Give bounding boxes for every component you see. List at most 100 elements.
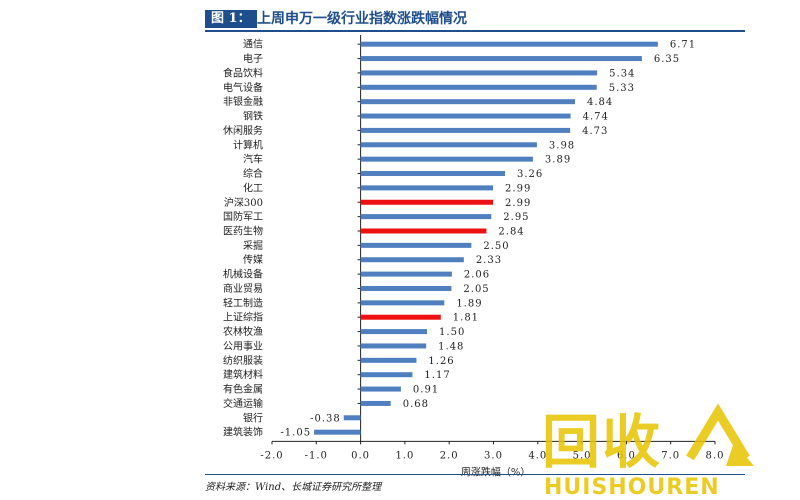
value-label: 4.84 (587, 97, 613, 108)
category-label: 计算机 (233, 138, 263, 151)
bar-4 (360, 99, 576, 105)
source-note: 资料来源：Wind、长城证券研究所整理 (205, 474, 745, 493)
category-label: 建筑材料 (223, 368, 263, 381)
watermark-text: 回收 (542, 408, 662, 476)
x-tick-label: 3.0 (484, 450, 503, 461)
category-label: 纺织服装 (223, 354, 263, 367)
bar-7 (360, 142, 537, 148)
bar-8 (360, 156, 533, 162)
bar-15 (360, 257, 464, 263)
category-label: 交通运输 (223, 397, 263, 410)
bar-5 (360, 113, 571, 119)
category-label: 医药生物 (223, 224, 263, 237)
bar-0 (360, 41, 658, 47)
category-label: 汽车 (243, 153, 263, 166)
value-label: 1.50 (439, 327, 465, 338)
value-label: -1.05 (280, 428, 311, 439)
category-label: 机械设备 (223, 268, 263, 281)
bar-26 (343, 415, 361, 421)
figure-label: 图 1： (205, 10, 257, 28)
category-label: 电子 (243, 52, 263, 65)
category-label: 综合 (243, 167, 263, 180)
category-label: 轻工制造 (223, 296, 263, 309)
category-label: 采掘 (243, 239, 263, 252)
figure-title-bar: 图 1： 上周申万一级行业指数涨跌幅情况 (205, 8, 745, 32)
category-label: 电气设备 (223, 81, 263, 94)
category-label: 化工 (243, 181, 263, 194)
category-label: 休闲服务 (223, 124, 263, 137)
value-label: 2.50 (483, 241, 509, 252)
bar-21 (360, 343, 427, 349)
watermark-subtext: HUISHOUREN (544, 475, 720, 500)
value-label: 1.81 (453, 313, 479, 324)
category-label: 钢铁 (243, 110, 263, 123)
value-label: 4.73 (582, 126, 608, 137)
x-tick-label: 6.0 (617, 450, 636, 461)
value-label: 3.26 (517, 169, 543, 180)
bar-1 (360, 56, 642, 62)
value-label: 5.33 (609, 83, 635, 94)
x-tick-label: 5.0 (573, 450, 592, 461)
category-label: 公用事业 (223, 339, 263, 352)
category-label: 非银金融 (223, 95, 263, 108)
value-label: 0.68 (403, 399, 429, 410)
bar-25 (360, 400, 391, 406)
value-label: 2.84 (498, 226, 524, 237)
watermark-logo: 回收 HUISHOUREN (542, 403, 754, 500)
bar-27 (314, 429, 361, 435)
bar-6 (360, 127, 571, 133)
value-label: 4.74 (583, 112, 609, 123)
bar-14 (360, 242, 472, 248)
value-label: 6.35 (654, 54, 680, 65)
category-label: 农林牧渔 (223, 325, 263, 338)
bar-22 (360, 357, 417, 363)
value-label: 2.99 (505, 183, 531, 194)
category-label: 食品饮料 (223, 66, 263, 79)
value-label: 2.95 (503, 212, 529, 223)
bar-20 (360, 329, 428, 335)
value-label: 2.33 (476, 255, 502, 266)
x-tick-label: 7.0 (661, 450, 680, 461)
value-label: 2.99 (505, 198, 531, 209)
category-label: 建筑装饰 (223, 426, 263, 439)
category-label: 有色金属 (223, 383, 263, 396)
value-label: 1.17 (424, 370, 450, 381)
bar-24 (360, 386, 401, 392)
value-label: 2.05 (463, 284, 489, 295)
bar-12 (360, 214, 492, 220)
figure-title: 上周申万一级行业指数涨跌幅情况 (257, 11, 467, 27)
bar-3 (360, 84, 597, 90)
value-label: 6.71 (670, 40, 696, 51)
bar-19 (360, 314, 441, 320)
value-label: 3.98 (549, 140, 575, 151)
x-tick-label: -1.0 (305, 450, 328, 461)
x-tick-label: 2.0 (440, 450, 459, 461)
bar-11 (360, 199, 494, 205)
category-label: 上证综指 (223, 311, 263, 324)
bar-13 (360, 228, 487, 234)
value-label: 1.89 (456, 298, 482, 309)
bar-18 (360, 300, 445, 306)
category-label: 传媒 (243, 254, 263, 266)
recycle-arrow-icon (686, 403, 754, 466)
value-label: -0.38 (310, 413, 341, 424)
x-tick-label: 4.0 (528, 450, 547, 461)
value-label: 1.26 (428, 356, 454, 367)
bar-16 (360, 271, 452, 277)
value-label: 3.89 (545, 155, 571, 166)
x-tick-label: 1.0 (395, 450, 414, 461)
category-label: 通信 (243, 39, 263, 51)
bar-23 (360, 372, 413, 378)
category-label: 国防军工 (223, 210, 263, 223)
bar-9 (360, 171, 506, 177)
x-tick-label: 0.0 (351, 450, 370, 461)
bar-17 (360, 285, 452, 291)
value-label: 1.48 (438, 341, 464, 352)
x-axis-label: 周涨跌幅（%） (461, 465, 531, 478)
value-label: 5.34 (609, 68, 635, 79)
x-tick-label: -2.0 (260, 450, 283, 461)
category-label: 沪深300 (224, 196, 263, 209)
x-tick-label: 8.0 (706, 450, 725, 461)
category-label: 银行 (243, 411, 263, 424)
